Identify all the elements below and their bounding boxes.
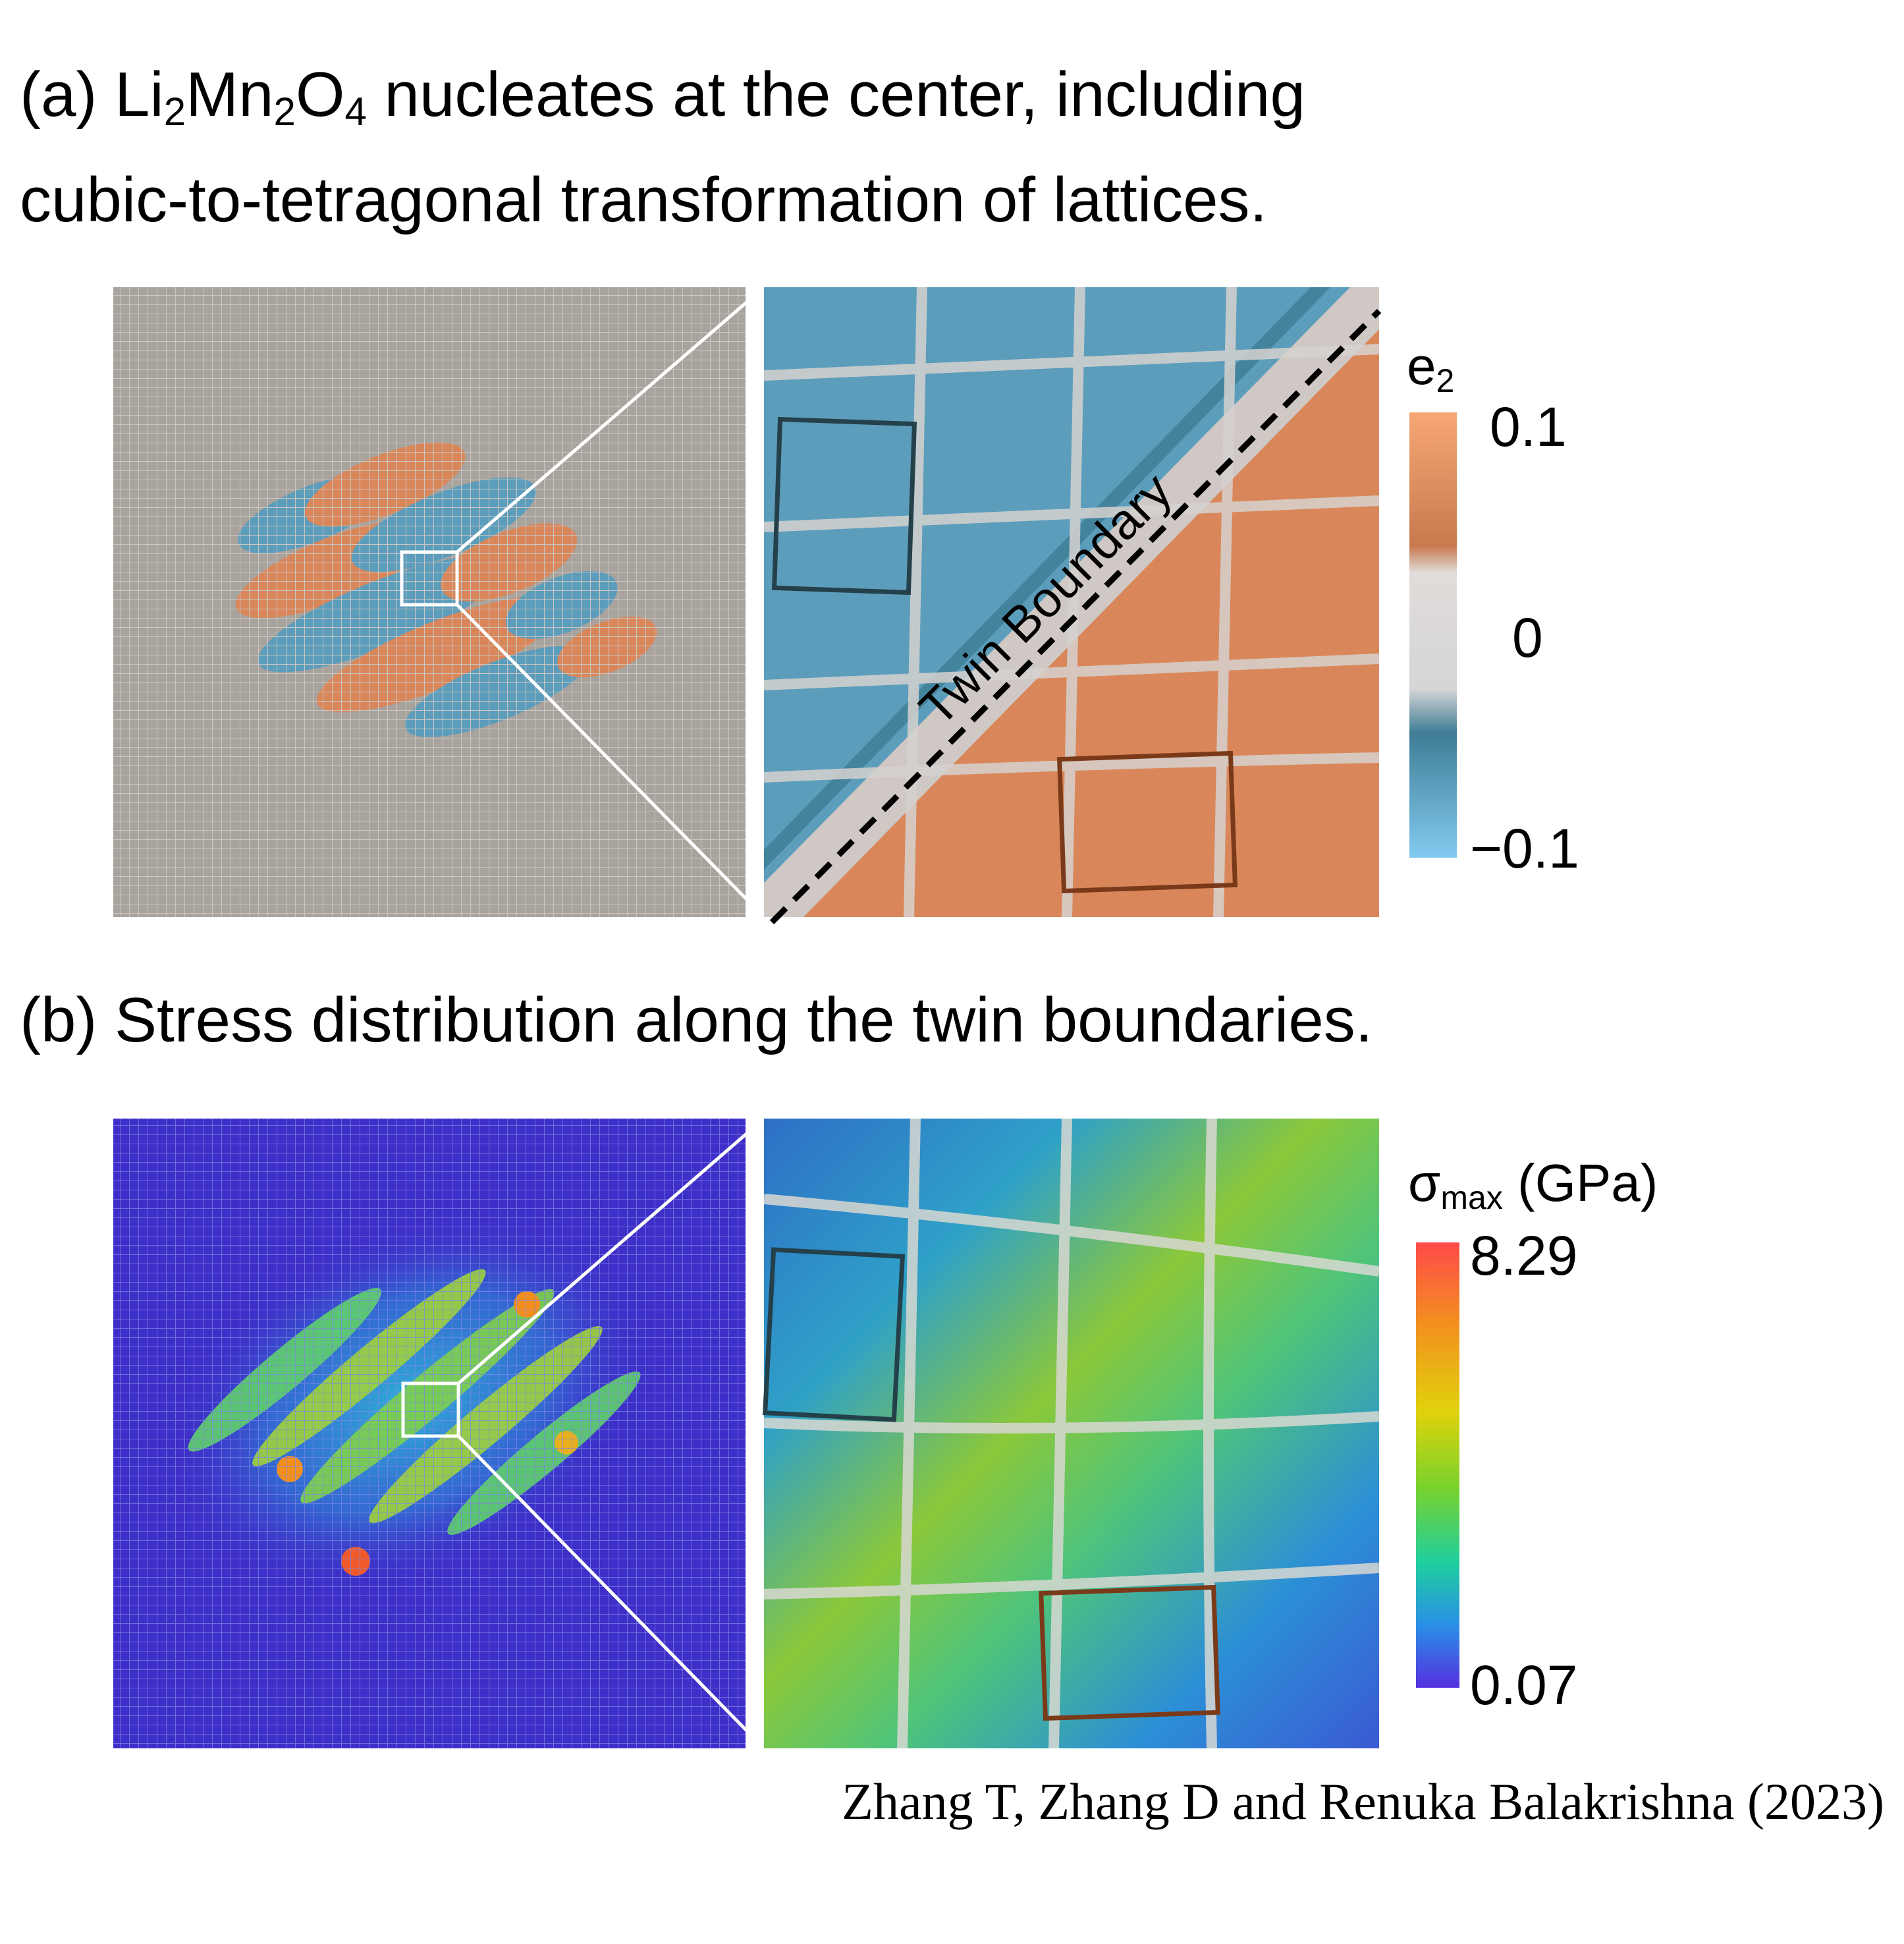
panel-a-title-line2: cubic-to-tetragonal transformation of la… xyxy=(20,165,1268,235)
panel-b-title: (b) Stress distribution along the twin b… xyxy=(20,985,1373,1055)
colorbar-b-tick-max: 8.29 xyxy=(1470,1225,1578,1287)
colorbar-a-label: e2 xyxy=(1407,337,1455,399)
zoom-line-a-top xyxy=(456,286,765,553)
zoom-box-b xyxy=(401,1381,460,1438)
panel-a-zoom xyxy=(764,287,1379,917)
teal-unit-cell-b xyxy=(762,1247,906,1422)
teal-unit-cell-a xyxy=(771,416,917,596)
zoom-line-a-bottom xyxy=(456,603,765,918)
colorbar-b xyxy=(1416,1242,1459,1688)
panel-a-lattice xyxy=(113,287,746,917)
colorbar-a-tick-max: 0.1 xyxy=(1490,396,1567,458)
brown-unit-cell-b xyxy=(1039,1584,1220,1721)
twin-boundary-line xyxy=(769,308,1382,925)
colorbar-a xyxy=(1409,412,1457,858)
panel-b-zoom xyxy=(764,1119,1379,1748)
zoom-line-b-top xyxy=(457,1117,765,1385)
colorbar-a-tick-mid: 0 xyxy=(1512,607,1543,669)
zoom-box-a xyxy=(400,550,459,607)
citation: Zhang T, Zhang D and Renuka Balakrishna … xyxy=(842,1773,1884,1830)
colorbar-a-tick-min: −0.1 xyxy=(1470,818,1579,879)
colorbar-b-label: σmax (GPa) xyxy=(1408,1153,1658,1216)
colorbar-b-tick-min: 0.07 xyxy=(1470,1654,1578,1716)
brown-unit-cell-a xyxy=(1056,750,1238,894)
panel-b-lattice xyxy=(113,1119,746,1748)
panel-a-title: (a) Li2Mn2O4 nucleates at the center, in… xyxy=(20,59,1305,134)
zoom-line-b-bottom xyxy=(457,1435,765,1750)
